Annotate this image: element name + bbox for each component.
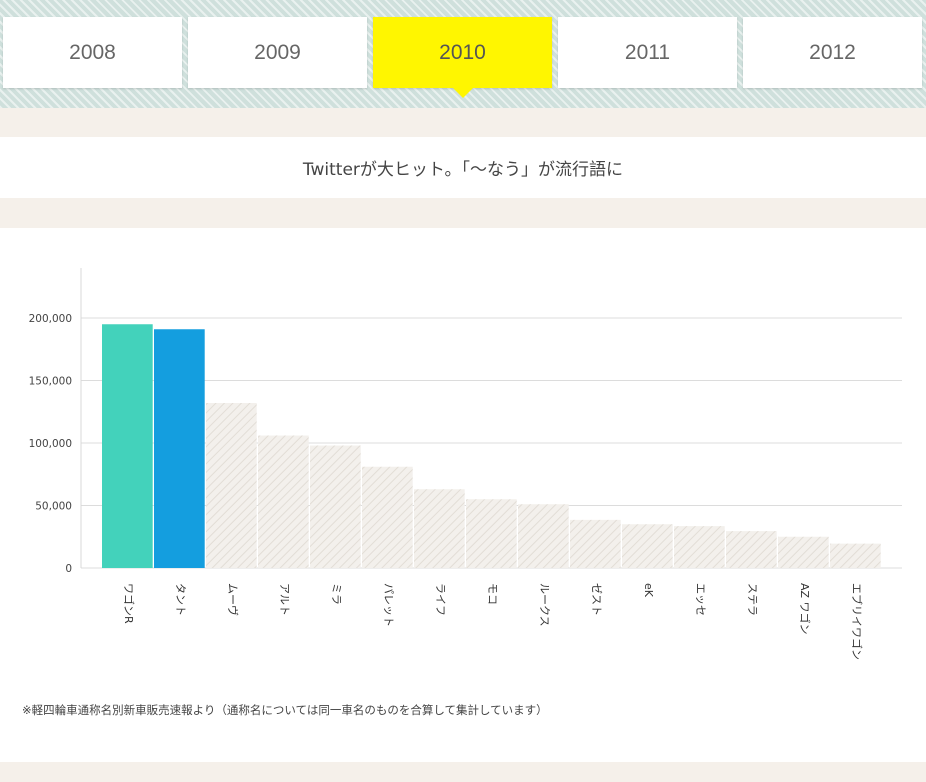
x-category-label: エッセ [694, 583, 707, 616]
bar-14[interactable] [778, 536, 829, 568]
bar-12[interactable] [674, 526, 725, 568]
bar-3[interactable] [206, 403, 257, 568]
bar-10[interactable] [570, 519, 621, 568]
x-category-label: ワゴンR [122, 583, 136, 624]
x-category-label: ルークス [538, 583, 551, 627]
x-category-label: AZ ワゴン [798, 583, 812, 635]
x-category-label: モコ [486, 583, 499, 605]
tab-2008[interactable]: 2008 [3, 17, 182, 88]
bar-4[interactable] [258, 435, 309, 569]
y-tick-label: 0 [65, 563, 72, 575]
bar-6[interactable] [362, 466, 413, 568]
y-tick-label: 150,000 [29, 376, 72, 388]
x-category-label: アルト [278, 583, 291, 616]
x-category-label: ゼスト [590, 583, 603, 616]
x-category-label: ステラ [746, 583, 759, 616]
y-tick-label: 200,000 [29, 313, 72, 325]
tab-2012[interactable]: 2012 [743, 17, 922, 88]
x-category-label: タント [174, 583, 187, 616]
x-category-label: ミラ [330, 583, 343, 605]
year-headline: Twitterが大ヒット。「〜なう」が流行語に [0, 137, 926, 198]
sales-bar-chart: 0 50,000 100,000 150,000 200,000 ワゴンR タント ムーヴ アル… [29, 268, 902, 660]
chart-panel: 0 50,000 100,000 150,000 200,000 ワゴンR タント ムーヴ アル… [0, 228, 926, 762]
bar-9[interactable] [518, 504, 569, 568]
x-category-label: eK [642, 583, 655, 598]
source-note: ※軽四輪車通称名別新車販売速報より（通称名については同一車名のものを合算して集計… [22, 703, 548, 717]
bar-8[interactable] [466, 499, 517, 568]
bar-5[interactable] [310, 445, 361, 569]
y-tick-label: 50,000 [35, 501, 72, 513]
tab-2011[interactable]: 2011 [558, 17, 737, 88]
bar-11[interactable] [622, 524, 673, 568]
bar-7[interactable] [414, 489, 465, 568]
bar-2[interactable] [154, 329, 205, 568]
x-category-label: エブリイワゴン [850, 583, 864, 660]
bar-1[interactable] [102, 324, 153, 568]
year-tabs-bar: 2008 2009 2010 2011 2012 [0, 0, 926, 108]
x-category-label: ムーヴ [226, 583, 240, 616]
bar-13[interactable] [726, 531, 777, 568]
y-tick-label: 100,000 [29, 438, 72, 450]
bar-15[interactable] [830, 543, 881, 568]
tab-2010[interactable]: 2010 [373, 17, 552, 98]
x-category-label: ライフ [434, 583, 447, 616]
x-category-label: パレット [382, 583, 395, 627]
tab-2009[interactable]: 2009 [188, 17, 367, 88]
